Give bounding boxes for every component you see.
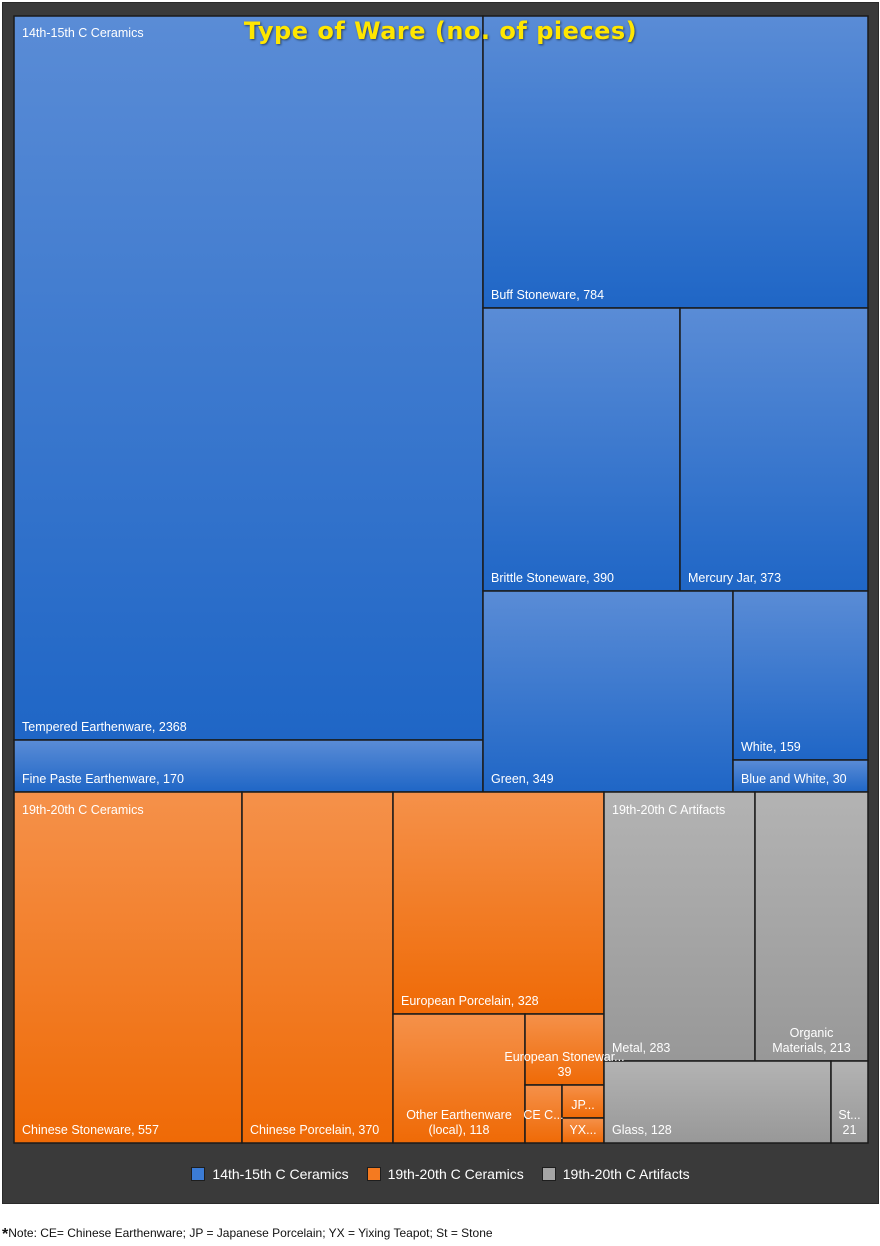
chart-legend: 14th-15th C Ceramics 19th-20th C Ceramic… bbox=[3, 1163, 878, 1185]
tile-label: Fine Paste Earthenware, 170 bbox=[22, 772, 184, 786]
tile-white bbox=[732, 590, 869, 761]
tile-blue-and-white bbox=[732, 759, 869, 793]
tile-other-earthenware-local bbox=[392, 1013, 526, 1144]
legend-swatch bbox=[191, 1167, 206, 1181]
tile-label: European Porcelain, 328 bbox=[401, 994, 539, 1008]
legend-label: 19th-20th C Artifacts bbox=[562, 1166, 690, 1182]
tile-label: Organic bbox=[790, 1026, 834, 1040]
tile-fine-paste-earthenware bbox=[13, 739, 484, 793]
tile-label: Chinese Stoneware, 557 bbox=[22, 1123, 159, 1137]
group-label: 14th-15th C Ceramics bbox=[22, 26, 144, 40]
tile-label: YX... bbox=[569, 1123, 596, 1137]
tile-ce bbox=[524, 1084, 563, 1144]
tile-label: 39 bbox=[558, 1065, 572, 1079]
tile-label: Other Earthenware bbox=[406, 1108, 512, 1122]
tile-chinese-stoneware bbox=[13, 791, 243, 1144]
tile-yx bbox=[561, 1117, 605, 1144]
tile-label: Buff Stoneware, 784 bbox=[491, 288, 604, 302]
tile-label: Tempered Earthenware, 2368 bbox=[22, 720, 187, 734]
tile-label: JP... bbox=[571, 1098, 594, 1112]
legend-label: 14th-15th C Ceramics bbox=[212, 1166, 349, 1182]
tile-brittle-stoneware bbox=[482, 307, 681, 592]
tile-tempered-earthenware bbox=[13, 15, 484, 741]
tile-mercury-jar bbox=[679, 307, 869, 592]
treemap-chart: Tempered Earthenware, 2368 Fine Paste Ear… bbox=[2, 2, 879, 1204]
tile-st bbox=[830, 1060, 869, 1144]
tile-label: Mercury Jar, 373 bbox=[688, 571, 781, 585]
tile-label: Materials, 213 bbox=[772, 1041, 851, 1055]
tile-green bbox=[482, 590, 734, 793]
tile-organic-materials bbox=[754, 791, 869, 1062]
group-label: 19th-20th C Ceramics bbox=[22, 803, 144, 817]
tile-label: CE C... bbox=[523, 1108, 563, 1122]
tile-chinese-porcelain bbox=[241, 791, 394, 1144]
legend-item-19th-20th-artifacts: 19th-20th C Artifacts bbox=[541, 1166, 690, 1182]
tile-label: European Stonewar... bbox=[504, 1050, 624, 1064]
footnote-asterisk: * bbox=[2, 1226, 9, 1243]
tile-label: Chinese Porcelain, 370 bbox=[250, 1123, 379, 1137]
tile-european-porcelain bbox=[392, 791, 605, 1015]
tile-metal bbox=[603, 791, 756, 1062]
tile-label: Glass, 128 bbox=[612, 1123, 672, 1137]
legend-item-19th-20th-ceramics: 19th-20th C Ceramics bbox=[366, 1166, 524, 1182]
chart-title: Type of Ware (no. of pieces) bbox=[243, 17, 638, 45]
tile-label: Green, 349 bbox=[491, 772, 554, 786]
tile-label: White, 159 bbox=[741, 740, 801, 754]
tile-label: 21 bbox=[843, 1123, 857, 1137]
footnote: *Note: CE= Chinese Earthenware; JP = Jap… bbox=[2, 1226, 493, 1244]
footnote-text: Note: CE= Chinese Earthenware; JP = Japa… bbox=[8, 1226, 493, 1240]
tile-label: Brittle Stoneware, 390 bbox=[491, 571, 614, 585]
tile-jp bbox=[561, 1084, 605, 1119]
tile-label: St... bbox=[838, 1108, 860, 1122]
legend-label: 19th-20th C Ceramics bbox=[387, 1166, 524, 1182]
tile-glass bbox=[603, 1060, 832, 1144]
treemap-svg: Tempered Earthenware, 2368 Fine Paste Ear… bbox=[13, 15, 869, 1144]
group-label: 19th-20th C Artifacts bbox=[612, 803, 725, 817]
legend-swatch bbox=[541, 1167, 556, 1181]
tile-label: Metal, 283 bbox=[612, 1041, 670, 1055]
legend-swatch bbox=[366, 1167, 381, 1181]
tile-label: Blue and White, 30 bbox=[741, 772, 847, 786]
tile-label: (local), 118 bbox=[429, 1123, 490, 1137]
tile-buff-stoneware bbox=[482, 15, 869, 309]
legend-item-14th-15th-ceramics: 14th-15th C Ceramics bbox=[191, 1166, 349, 1182]
